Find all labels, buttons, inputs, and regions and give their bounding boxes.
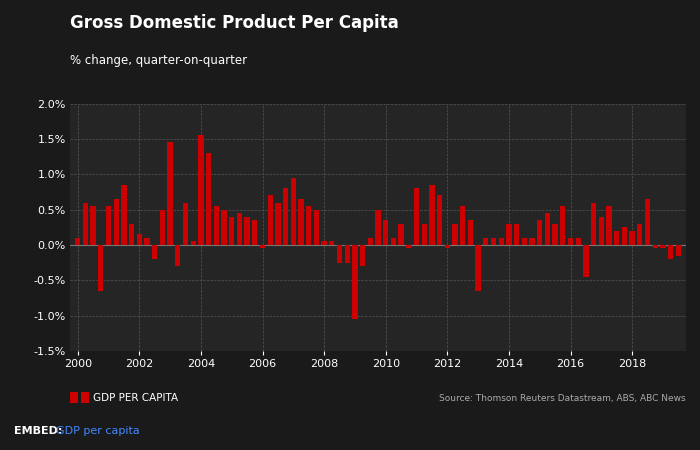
Bar [421, 224, 427, 245]
Bar [321, 241, 327, 245]
Bar [352, 245, 358, 319]
Bar [660, 245, 666, 248]
Bar [452, 224, 458, 245]
Bar [244, 216, 250, 245]
Bar [306, 206, 312, 245]
Bar [545, 213, 550, 245]
Bar [622, 227, 627, 245]
Bar [237, 213, 242, 245]
Text: GDP per capita: GDP per capita [56, 427, 140, 436]
Text: Gross Domestic Product Per Capita: Gross Domestic Product Per Capita [70, 14, 399, 32]
Bar [483, 238, 489, 245]
Bar [529, 238, 535, 245]
Bar [214, 206, 219, 245]
Bar [160, 210, 165, 245]
Bar [329, 241, 335, 245]
Bar [460, 206, 466, 245]
Bar [606, 206, 612, 245]
Bar [290, 178, 296, 245]
Bar [106, 206, 111, 245]
Bar [298, 199, 304, 245]
Bar [598, 216, 604, 245]
Bar [144, 238, 150, 245]
Bar [206, 153, 211, 245]
Bar [175, 245, 181, 266]
Bar [90, 206, 96, 245]
Bar [398, 224, 404, 245]
Bar [514, 224, 519, 245]
Bar [668, 245, 673, 259]
Bar [83, 202, 88, 245]
Bar [136, 234, 142, 245]
Bar [260, 245, 265, 248]
Bar [676, 245, 681, 256]
Text: Source: Thomson Reuters Datastream, ABS, ABC News: Source: Thomson Reuters Datastream, ABS,… [440, 394, 686, 403]
Bar [575, 238, 581, 245]
Bar [75, 238, 80, 245]
Bar [552, 224, 558, 245]
Bar [522, 238, 527, 245]
Bar [560, 206, 566, 245]
Bar [637, 224, 643, 245]
Text: EMBED:: EMBED: [14, 427, 66, 436]
Bar [113, 199, 119, 245]
Bar [568, 238, 573, 245]
Bar [645, 199, 650, 245]
Bar [491, 238, 496, 245]
Bar [252, 220, 258, 245]
Bar [121, 185, 127, 245]
Bar [337, 245, 342, 263]
Bar [198, 135, 204, 245]
Bar [167, 142, 173, 245]
Bar [314, 210, 319, 245]
Bar [283, 189, 288, 245]
Bar [537, 220, 542, 245]
Bar [614, 231, 620, 245]
Bar [383, 220, 389, 245]
Bar [391, 238, 396, 245]
Bar [221, 210, 227, 245]
Bar [475, 245, 481, 291]
Bar [406, 245, 412, 248]
Bar [152, 245, 158, 259]
Bar [344, 245, 350, 263]
Bar [375, 210, 381, 245]
Text: GDP PER CAPITA: GDP PER CAPITA [93, 393, 178, 403]
Bar [437, 195, 442, 245]
Bar [468, 220, 473, 245]
Bar [506, 224, 512, 245]
Bar [360, 245, 365, 266]
Bar [498, 238, 504, 245]
Bar [444, 245, 450, 248]
Bar [183, 202, 188, 245]
Bar [429, 185, 435, 245]
Bar [129, 224, 134, 245]
Bar [368, 238, 373, 245]
Bar [267, 195, 273, 245]
Bar [414, 189, 419, 245]
Bar [190, 241, 196, 245]
Bar [591, 202, 596, 245]
Bar [98, 245, 104, 291]
Text: % change, quarter-on-quarter: % change, quarter-on-quarter [70, 54, 247, 67]
Bar [629, 231, 635, 245]
Text: — —: — — [70, 393, 88, 403]
Bar [652, 245, 658, 248]
Bar [229, 216, 234, 245]
Bar [583, 245, 589, 277]
Bar [275, 202, 281, 245]
